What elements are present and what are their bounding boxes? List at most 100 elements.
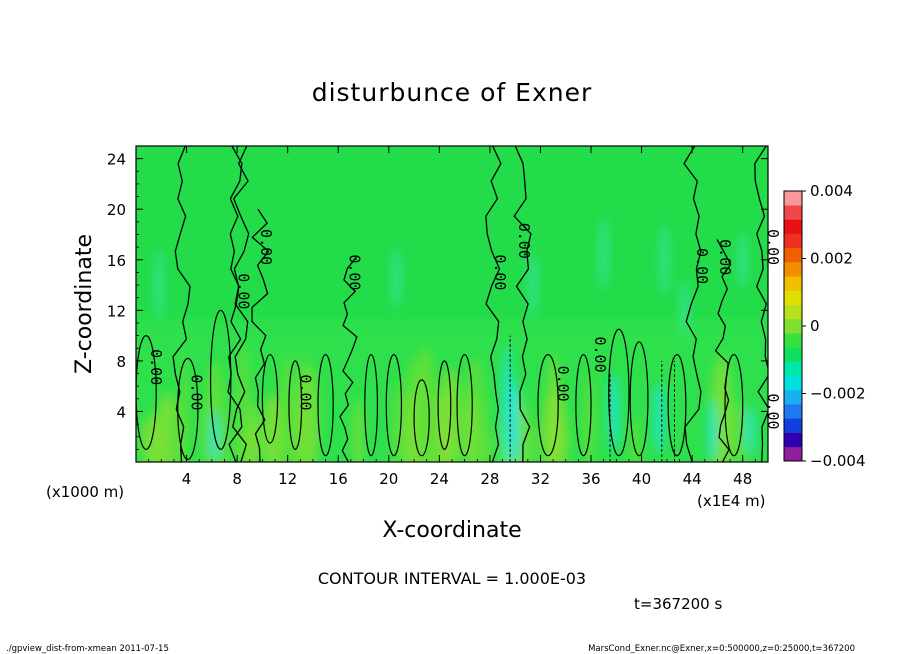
colorbar-segment: [784, 290, 802, 305]
colorbar: 0.004 0.002 0 −0.002 −0.004: [783, 182, 866, 470]
field-patch: [141, 414, 162, 462]
contour-loop: [177, 357, 199, 461]
footer-left: ./gpview_dist-from-xmean 2011-07-15: [6, 644, 169, 654]
x-tick-label: 20: [379, 470, 398, 488]
y-tick-label: 16: [107, 252, 126, 270]
field-patch: [630, 416, 642, 462]
y-tick-label: 12: [107, 302, 126, 320]
colorbar-segment: [784, 375, 802, 391]
colorbar-segment: [784, 304, 802, 320]
contour-label: 0.00: [515, 223, 533, 259]
contour-label: 0.00: [591, 336, 609, 372]
colorbar-segment: [784, 318, 802, 334]
contour-loop: [724, 353, 744, 457]
contour-line: [251, 208, 270, 462]
contour-loop: [136, 335, 157, 450]
contour-line: [683, 146, 702, 462]
x-tick-label: 40: [632, 470, 651, 488]
footer-right: MarsCond_Exner.nc@Exner,x=0:500000,z=0:2…: [588, 644, 855, 654]
field-patch-cool: [739, 231, 746, 288]
colorbar-segment: [784, 247, 802, 263]
x-tick-label: 32: [531, 470, 550, 488]
field-patch-cool: [393, 248, 400, 309]
x-tick-label: 48: [733, 470, 752, 488]
y-tick-label: 20: [107, 201, 126, 219]
colorbar-segment: [784, 191, 802, 206]
field-patch-cool: [502, 345, 513, 462]
contour-line: [227, 146, 243, 462]
contour-loop: [575, 353, 592, 457]
contour-line: [513, 146, 532, 462]
field-patch-cool: [681, 280, 688, 341]
contour-loop: [608, 328, 630, 457]
field-patch: [582, 373, 596, 462]
colorbar-segment: [784, 418, 802, 433]
field-patch-cool: [600, 217, 607, 290]
contour-loop: [629, 341, 649, 457]
colorbar-tick-label: 0.002: [810, 250, 853, 268]
field-patch: [249, 402, 259, 462]
contour-label: 0.00: [234, 273, 252, 309]
field-patch-cool: [529, 253, 536, 318]
field-patch-cool: [654, 382, 665, 453]
field-patch-cool: [708, 400, 717, 461]
colorbar-segment: [784, 262, 802, 277]
colorbar-segment: [784, 205, 802, 220]
field-patch: [542, 385, 567, 462]
colorbar-tick-label: −0.002: [810, 385, 866, 403]
x-tick-label: 12: [278, 470, 297, 488]
field-patch: [237, 424, 248, 462]
contour-loop: [209, 309, 232, 450]
chart-title: disturbunce of Exner: [312, 78, 593, 107]
x-tick-label: 4: [182, 470, 192, 488]
plot-area: 0.00 0.00 0.00 0.00 0.00 0.00 0.00 0.00 0.00 0.00…: [107, 145, 782, 488]
x-tick-label: 36: [581, 470, 600, 488]
contour-label: 0.00: [257, 229, 275, 265]
contour-line: [714, 239, 732, 462]
field-patch: [413, 345, 438, 462]
time-label: t=367200 s: [634, 595, 722, 613]
colorbar-segment: [784, 361, 802, 377]
contour-line: [172, 146, 191, 462]
contour-labels: 0.00 0.00 0.00 0.00 0.00 0.00 0.00 0.00 0.00 0.00…: [147, 223, 782, 430]
contour-label: 0.00: [693, 248, 711, 284]
field-patch: [731, 400, 748, 462]
contour-loop: [437, 360, 452, 450]
x-tick-label: 28: [480, 470, 499, 488]
contour-line: [754, 146, 768, 462]
colorbar-segment: [784, 347, 802, 362]
contour-label: 0.00: [554, 366, 572, 402]
field-patch-cool: [511, 379, 520, 462]
contour-line: [339, 256, 358, 462]
colorbar-segment: [784, 333, 802, 348]
colorbar-segment: [784, 219, 802, 234]
field-shading: [136, 146, 768, 462]
contour-interval-label: CONTOUR INTERVAL = 1.000E-03: [318, 569, 586, 588]
field-patch-cool: [155, 251, 162, 320]
y-axis-label: Z-coordinate: [72, 234, 97, 374]
y-tick-label: 24: [107, 151, 126, 169]
field-patch: [353, 398, 363, 462]
colorbar-segment: [784, 389, 802, 405]
contour-label: 0.00: [188, 374, 206, 410]
contour-loop: [385, 353, 403, 457]
contour-label: 0.00: [147, 349, 165, 385]
x-axis-label: X-coordinate: [382, 518, 521, 543]
contour-label: 0.00: [491, 254, 509, 290]
colorbar-tick-label: −0.004: [810, 452, 866, 470]
colorbar-tick-label: 0.004: [810, 182, 853, 200]
colorbar-segment: [784, 404, 802, 419]
contour-line: [485, 146, 502, 462]
colorbar-segment: [784, 233, 802, 249]
contour-loop: [261, 353, 279, 444]
field-patch: [522, 420, 538, 462]
x-unit-label: (x1000 m): [46, 483, 124, 501]
contour-loop: [413, 379, 430, 457]
x-tick-label: 8: [232, 470, 242, 488]
contour-label: 0.00: [716, 239, 734, 275]
field-patch: [170, 397, 183, 462]
y-tick-label: 4: [116, 403, 126, 421]
contour-line: [232, 146, 250, 462]
y-tick-label: 8: [116, 353, 126, 371]
